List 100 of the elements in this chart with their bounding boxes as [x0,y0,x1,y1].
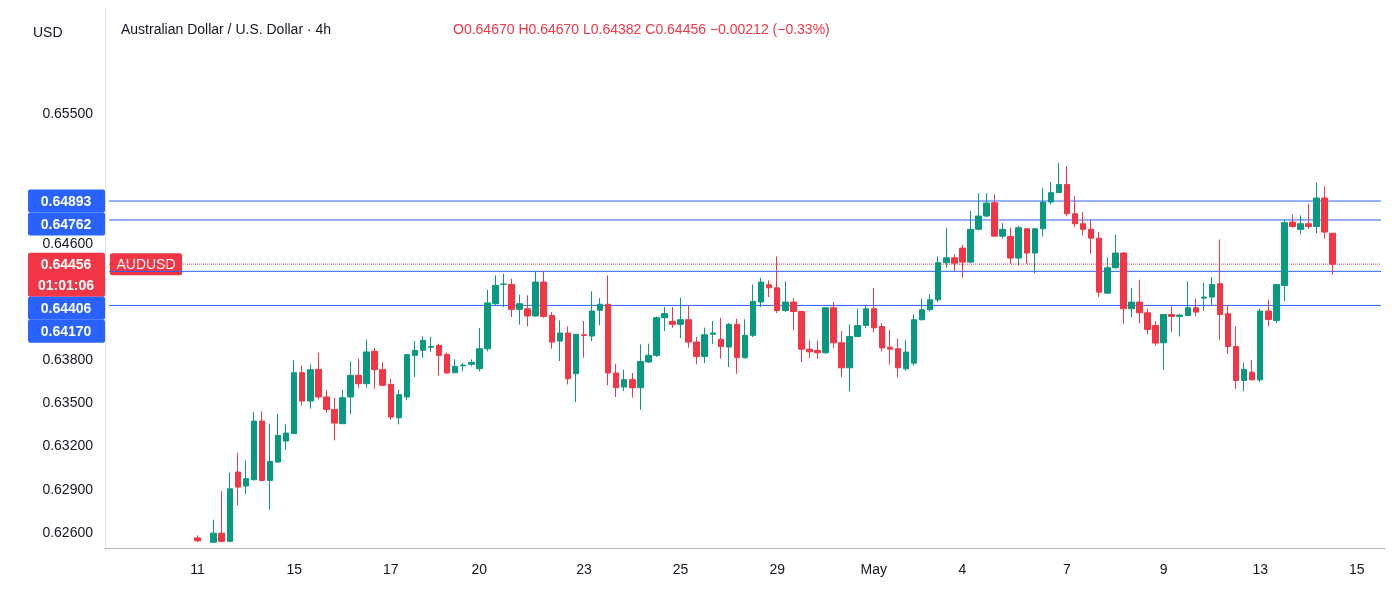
candlestick [999,222,1006,240]
candlestick [879,322,885,352]
candlestick [911,314,917,366]
annotation: AUDUSD [116,256,176,273]
candlestick [1297,214,1304,235]
x-tick-label: 13 [1252,561,1269,577]
candlestick [412,340,418,378]
candlestick [444,352,450,375]
candlestick [589,290,595,342]
candlestick [758,277,764,308]
candlestick [1313,182,1320,234]
candlestick [516,294,523,326]
y-tick-label: 0.62900 [42,480,94,497]
candlestick [218,490,225,543]
candlestick [508,278,515,318]
text: Australian Dollar / U.S. Dollar · 4h [121,21,332,37]
candlestick [1072,195,1078,228]
y-tick-label: 0.63200 [42,437,94,454]
x-tick-label: 11 [190,561,206,577]
candlestick [1209,276,1215,306]
candlestick [532,270,539,317]
candlestick [1064,165,1070,217]
candlestick [227,472,233,543]
candlestick [597,297,603,326]
candlestick [194,534,201,543]
candlestick [919,298,925,321]
candlestick [396,389,402,425]
candlestick [822,307,829,355]
candlestick [251,411,257,481]
x-tick-label: 15 [286,561,303,577]
candlestick [710,320,716,345]
candlestick [1185,280,1191,317]
candlestick [742,318,748,360]
candlestick [1305,203,1312,230]
candlestick [1048,181,1054,205]
candlestick [307,364,314,410]
candlestick [1168,305,1175,333]
candlestick [283,423,289,451]
candlestick [355,358,362,389]
x-tick-label: 29 [769,561,786,577]
candlestick [718,317,724,360]
candlestick [629,372,636,399]
candlestick [581,320,587,359]
candlestick [420,335,426,359]
candlestick [903,339,909,372]
x-tick-label: 7 [1063,561,1072,577]
ref-line-label: 0.64893 [40,193,92,210]
candlestick [243,459,249,495]
candlestick [669,306,676,329]
candlestick [1056,162,1062,194]
candlestick [605,274,611,386]
x-tick-label: 23 [576,561,592,577]
candlestick [895,338,901,378]
candlestick [275,413,281,463]
candlestick [621,369,627,392]
candlestick [677,297,684,339]
candlestick [1160,314,1167,371]
y-tick-label: 0.63500 [42,394,94,411]
candlestick [782,280,789,313]
ref-line-label: 0.64406 [40,300,92,317]
candlestick [460,362,466,372]
candlestick [734,318,740,375]
candlestick [1193,298,1199,317]
candlestick [1128,287,1135,318]
candlestick [1289,213,1296,229]
text: 01:01:06 [37,277,95,294]
candlestick [557,319,563,362]
candlestick [1265,299,1272,328]
ref-line-label: 0.64762 [40,216,92,233]
candlestick [887,329,893,365]
candlestick [1032,227,1038,274]
candlestick [943,227,950,269]
candlestick [291,359,297,435]
candlestick [1321,185,1328,240]
candlestick [1233,326,1239,390]
x-tick-label: 17 [383,561,399,577]
candlestick [549,311,555,350]
candlestick [299,364,305,407]
candlestick [1225,304,1231,355]
candlestick [1080,211,1086,236]
candlestick [935,255,941,303]
x-tick-label: 25 [672,561,689,577]
candlestick [428,336,434,353]
candlestick [1040,187,1046,237]
candlestick [1201,282,1207,312]
candlestick [267,423,273,511]
candlestick [259,410,265,482]
candlestick [452,358,458,374]
ref-line-label: 0.64170 [40,323,92,340]
candlestick [863,304,869,329]
candlestick [540,270,547,319]
candlestick [1241,362,1247,392]
candlestick [991,193,998,237]
candlestick [1249,359,1255,382]
candlestick [404,354,410,401]
x-tick-label: 4 [958,561,967,577]
candlestick [871,287,877,333]
y-tick-label: 0.63800 [42,350,94,367]
candlestick [701,327,708,364]
x-tick-label: 9 [1159,561,1168,577]
